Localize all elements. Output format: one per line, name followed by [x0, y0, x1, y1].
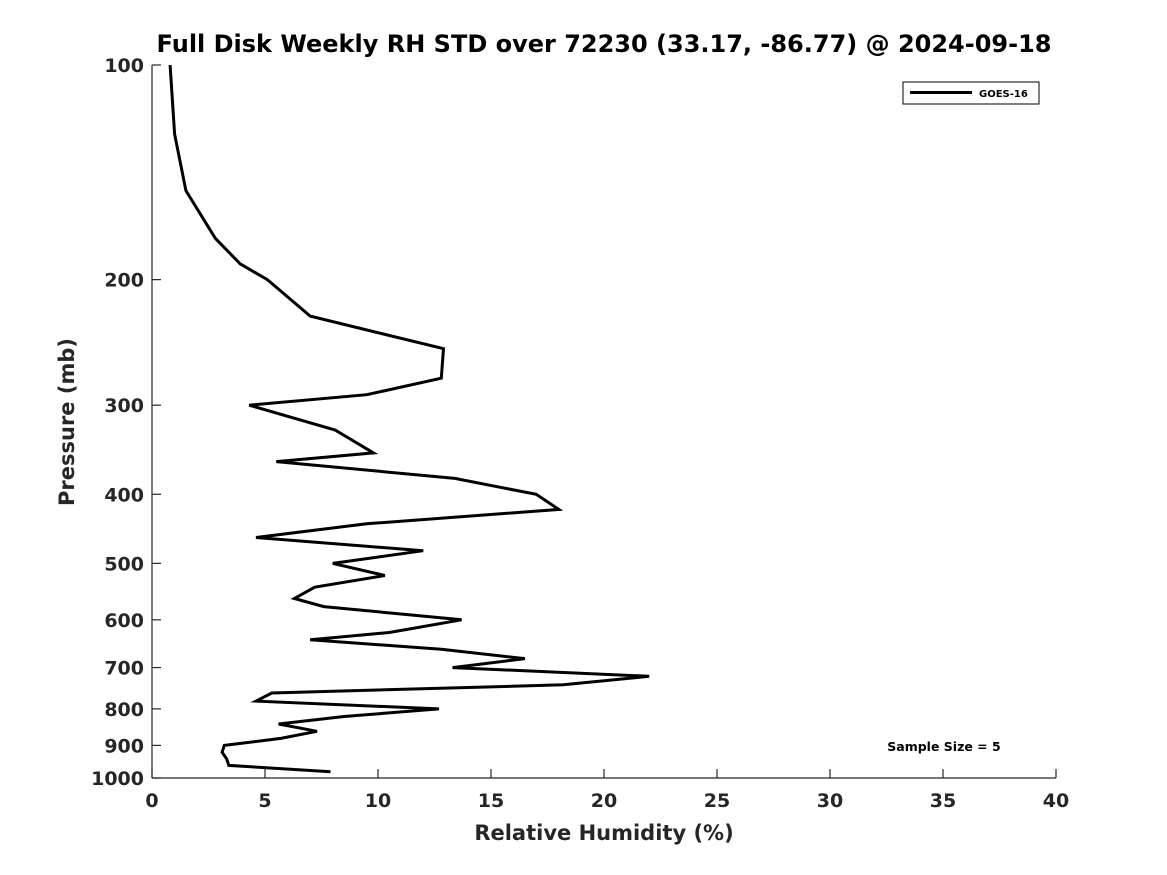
- y-tick-label: 100: [104, 55, 144, 77]
- y-tick-label: 800: [104, 699, 144, 721]
- x-tick-label: 30: [817, 790, 843, 812]
- chart-title: Full Disk Weekly RH STD over 72230 (33.1…: [157, 30, 1052, 58]
- y-tick-label: 200: [104, 270, 144, 292]
- x-tick-label: 10: [365, 790, 391, 812]
- series-line-goes16: [168, 64, 650, 774]
- x-tick-label: 20: [591, 790, 617, 812]
- y-axis-label: Pressure (mb): [55, 338, 79, 506]
- legend: GOES-16: [902, 81, 1040, 105]
- x-tick-label: 35: [930, 790, 956, 812]
- x-tick-label: 5: [258, 790, 271, 812]
- sample-size-annotation: Sample Size = 5: [887, 739, 1000, 754]
- series-layer: [168, 64, 650, 774]
- y-tick-label: 700: [104, 658, 144, 680]
- y-axis: 100 200 300 400 500 600 700 800 900 1000: [91, 55, 161, 790]
- x-tick-label: 15: [478, 790, 504, 812]
- x-tick-label: 0: [145, 790, 158, 812]
- y-tick-label: 600: [104, 610, 144, 632]
- y-tick-label: 900: [104, 735, 144, 757]
- y-tick-label: 1000: [91, 768, 144, 790]
- legend-entry-goes16: GOES-16: [979, 89, 1028, 100]
- x-axis-label: Relative Humidity (%): [474, 821, 733, 845]
- y-tick-label: 500: [104, 553, 144, 575]
- x-axis: 0 5 10 15 20 25 30 35 40: [145, 769, 1069, 812]
- y-tick-label: 300: [104, 395, 144, 417]
- y-tick-label: 400: [104, 484, 144, 506]
- x-tick-label: 40: [1043, 790, 1069, 812]
- x-tick-label: 25: [704, 790, 730, 812]
